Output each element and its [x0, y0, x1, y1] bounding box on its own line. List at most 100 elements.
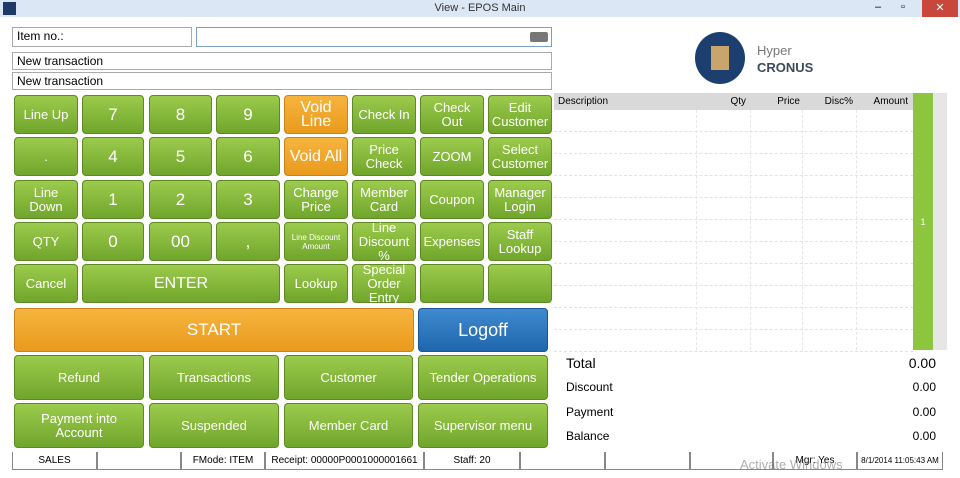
keypad-button[interactable]: Member Card [352, 180, 416, 219]
table-body [554, 110, 913, 352]
keypad-button[interactable]: ZOOM [420, 137, 484, 176]
keypad-button[interactable]: 7 [82, 95, 144, 134]
column-line [750, 110, 751, 350]
keypad-button[interactable]: 5 [149, 137, 212, 176]
keypad-button[interactable]: Lookup [284, 264, 348, 303]
keypad-button[interactable]: Price Check [352, 137, 416, 176]
keypad-button[interactable]: Change Price [284, 180, 348, 219]
keypad-button[interactable]: 1 [82, 180, 144, 219]
start-button[interactable]: START [14, 308, 414, 352]
row-line [554, 219, 913, 220]
bag [711, 46, 729, 70]
column-header: Amount [873, 96, 908, 107]
keypad-button[interactable]: Special Order Entry [352, 262, 416, 304]
menu-button[interactable]: Tender Operations [418, 355, 548, 400]
keyboard-icon[interactable] [530, 32, 548, 42]
keypad-button[interactable]: Void Line [284, 95, 348, 134]
keypad-button[interactable]: Staff Lookup [488, 222, 552, 261]
column-header: Qty [730, 96, 746, 107]
status-cell [605, 452, 690, 470]
status-cell [97, 452, 181, 470]
info-line: New transaction [12, 72, 552, 90]
row-line [554, 153, 913, 154]
keypad-button[interactable]: Expenses [420, 222, 484, 261]
status-cell: FMode: ITEM [181, 452, 265, 470]
keypad-button[interactable]: QTY [14, 222, 78, 261]
minimize[interactable]: – [874, 1, 882, 13]
status-cell: Mgr: Yes [773, 452, 857, 470]
menu-button[interactable]: Suspended [149, 403, 279, 448]
logoff-button[interactable]: Logoff [418, 308, 548, 352]
status-cell: SALES [12, 452, 97, 470]
menu-button[interactable]: Payment into Account [14, 403, 144, 448]
blank-button[interactable] [420, 264, 484, 303]
total-label: Discount [566, 380, 613, 394]
total-value: 0.00 [912, 405, 936, 419]
keypad-button[interactable]: 2 [149, 180, 212, 219]
row-line [554, 197, 913, 198]
keypad-button[interactable]: Select Customer [488, 137, 552, 176]
scroll-thumb[interactable]: 1 [913, 93, 933, 350]
status-cell [520, 452, 605, 470]
column-header: Description [558, 96, 609, 107]
keypad-button[interactable]: 8 [149, 95, 212, 134]
column-line [802, 110, 803, 350]
keypad-button[interactable]: , [216, 222, 280, 261]
keypad-button[interactable]: Cancel [14, 264, 78, 303]
total-label: Balance [566, 429, 610, 443]
column-header: Price [777, 96, 800, 107]
column-line [696, 110, 697, 350]
keypad-button[interactable]: Line Down [14, 180, 78, 219]
row-line [554, 329, 913, 330]
keypad-button[interactable]: Edit Customer [488, 95, 552, 134]
keypad-button[interactable]: Check Out [420, 95, 484, 134]
keypad-button[interactable]: 9 [216, 95, 280, 134]
keypad-button[interactable]: Manager Login [488, 180, 552, 219]
menu-button[interactable]: Supervisor menu [418, 403, 548, 448]
item-no-input[interactable] [196, 27, 552, 47]
keypad-button[interactable]: ENTER [82, 264, 280, 303]
keypad-button[interactable]: Line Up [14, 95, 78, 134]
table-header [554, 93, 913, 110]
item-no-label: Item no.: [12, 27, 192, 47]
keypad-button[interactable]: 0 [82, 222, 144, 261]
app-icon [3, 2, 16, 15]
logo-text: Hyper [757, 43, 792, 58]
column-header: Disc% [824, 96, 853, 107]
row-line [554, 285, 913, 286]
total-label: Payment [566, 405, 614, 419]
status-cell: Receipt: 00000P0001000001661 [265, 452, 424, 470]
column-line [856, 110, 857, 350]
status-cell: 8/1/2014 11:05:43 AM [857, 452, 943, 470]
menu-button[interactable]: Customer [284, 355, 413, 400]
keypad-button[interactable]: Line Discount % [352, 220, 416, 262]
close[interactable]: ✕ [922, 0, 958, 17]
row-line [554, 351, 913, 352]
scrollbar[interactable] [933, 93, 947, 350]
status-cell: Staff: 20 [424, 452, 520, 470]
menu-button[interactable]: Transactions [149, 355, 279, 400]
window-title: View - EPOS Main [434, 2, 526, 14]
logo-icon [695, 32, 745, 84]
keypad-button[interactable]: 6 [216, 137, 280, 176]
row-line [554, 131, 913, 132]
keypad-button[interactable]: . [14, 137, 78, 176]
keypad-button[interactable]: 4 [82, 137, 144, 176]
keypad-button[interactable]: 00 [149, 222, 212, 261]
keypad-button[interactable]: Void All [284, 137, 348, 176]
menu-button[interactable]: Refund [14, 355, 144, 400]
blank-button[interactable] [488, 264, 552, 303]
status-cell [690, 452, 773, 470]
keypad-button[interactable]: 3 [216, 180, 280, 219]
keypad-button[interactable]: Coupon [420, 180, 484, 219]
menu-button[interactable]: Member Card [284, 403, 413, 448]
logo-text: CRONUS [757, 60, 814, 75]
total-value: 0.00 [912, 429, 936, 443]
maximize[interactable]: ▫ [901, 1, 905, 13]
keypad-button[interactable]: Check In [352, 95, 416, 134]
total-label: Total [566, 355, 596, 371]
keypad-button[interactable]: Line Discount Amount [284, 222, 348, 261]
row-line [554, 307, 913, 308]
row-line [554, 263, 913, 264]
